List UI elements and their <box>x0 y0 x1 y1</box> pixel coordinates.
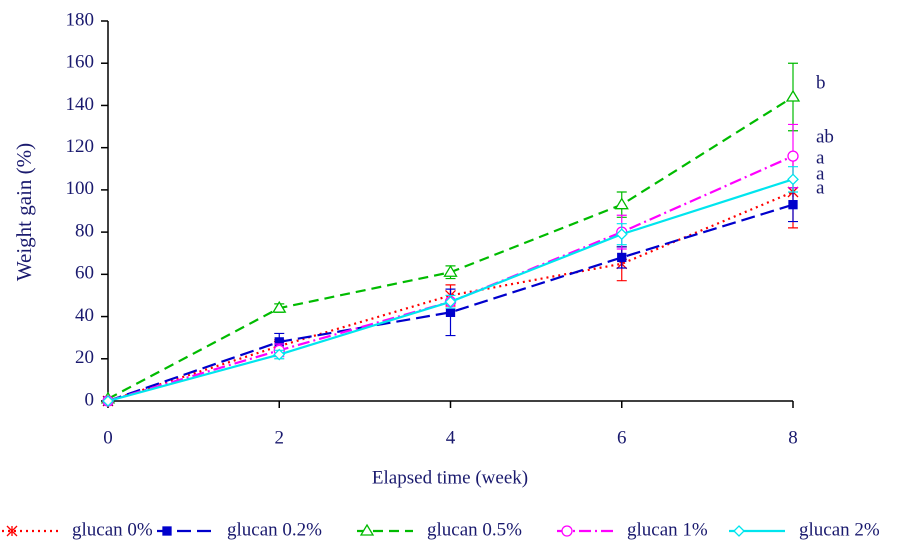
legend-label: glucan 2% <box>799 519 880 540</box>
y-axis-label: Weight gain (%) <box>12 143 36 281</box>
y-tick-label: 180 <box>66 9 95 30</box>
x-tick-label: 4 <box>446 427 456 448</box>
annotation: b <box>816 72 826 93</box>
marker <box>6 525 18 537</box>
marker <box>102 395 114 407</box>
marker <box>787 173 799 186</box>
annotation: ab <box>816 126 834 147</box>
series-line <box>107 203 794 403</box>
marker <box>272 300 287 313</box>
marker <box>788 200 798 210</box>
series <box>102 166 799 407</box>
annotation: a <box>816 147 825 168</box>
y-tick-label: 160 <box>66 52 95 73</box>
marker <box>617 252 627 263</box>
series <box>100 62 801 404</box>
series-line <box>107 190 794 403</box>
marker <box>445 307 456 317</box>
marker <box>359 523 375 536</box>
marker <box>561 525 573 537</box>
y-tick-label: 40 <box>75 305 94 326</box>
y-tick-label: 120 <box>66 136 95 157</box>
series-line <box>107 96 794 400</box>
marker <box>785 89 801 102</box>
y-tick-label: 60 <box>75 263 94 284</box>
x-tick-label: 2 <box>275 427 285 448</box>
legend-label: glucan 0% <box>72 519 153 540</box>
annotation: a <box>816 177 825 198</box>
y-tick-label: 140 <box>66 94 95 115</box>
x-axis-label: Elapsed time (week) <box>372 467 528 488</box>
marker <box>615 228 628 241</box>
legend-label: glucan 0.2% <box>227 519 322 540</box>
x-tick-label: 6 <box>617 427 627 448</box>
marker <box>787 150 799 162</box>
x-tick-label: 8 <box>788 427 798 448</box>
annotation: a <box>816 163 825 184</box>
series <box>102 155 799 407</box>
legend-label: glucan 0.5% <box>427 519 522 540</box>
marker <box>614 197 629 210</box>
marker <box>273 348 286 361</box>
y-tick-label: 100 <box>66 178 95 199</box>
marker <box>443 264 458 277</box>
x-tick-label: 0 <box>103 427 113 448</box>
legend-label: glucan 1% <box>627 519 708 540</box>
marker <box>733 525 745 537</box>
y-tick-label: 0 <box>85 389 95 410</box>
y-tick-label: 80 <box>75 220 94 241</box>
y-tick-label: 20 <box>75 347 94 368</box>
marker <box>162 526 172 536</box>
marker <box>444 295 457 308</box>
